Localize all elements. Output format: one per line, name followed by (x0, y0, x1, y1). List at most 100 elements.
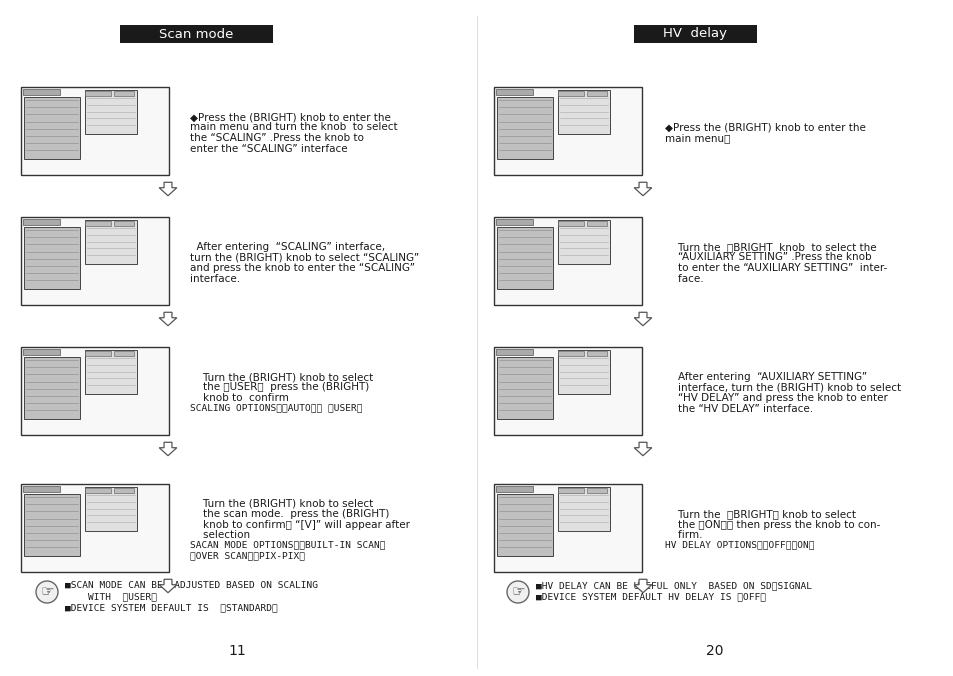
Bar (85, 220, 137, 264)
Bar (586, 91, 607, 96)
Bar (85, 91, 111, 96)
Text: 20: 20 (705, 644, 723, 658)
Bar (113, 221, 134, 226)
Text: main menu。: main menu。 (664, 133, 730, 143)
Polygon shape (634, 442, 651, 456)
Bar (558, 90, 609, 134)
Text: “HV DELAY” and press the knob to enter: “HV DELAY” and press the knob to enter (664, 393, 887, 403)
Bar (558, 350, 609, 394)
Text: Turn the (BRIGHT) knob to select: Turn the (BRIGHT) knob to select (190, 498, 373, 508)
Bar (113, 91, 134, 96)
Bar (85, 221, 111, 226)
Text: knob to  confirm: knob to confirm (190, 393, 289, 403)
Circle shape (36, 581, 58, 603)
Bar (586, 488, 607, 493)
Bar (558, 91, 583, 96)
Text: Turn the  （BRIGHT  knob  to select the: Turn the （BRIGHT knob to select the (664, 242, 876, 252)
Polygon shape (634, 312, 651, 326)
Bar (494, 347, 641, 435)
Bar (24, 357, 80, 418)
Bar (24, 227, 80, 289)
Bar (496, 89, 533, 95)
Text: SACAN MODE OPTIONS：【BUILT-IN SCAN】: SACAN MODE OPTIONS：【BUILT-IN SCAN】 (190, 541, 385, 550)
Text: After entering  “SCALING” interface,: After entering “SCALING” interface, (190, 242, 385, 252)
Polygon shape (634, 579, 651, 593)
Polygon shape (159, 312, 176, 326)
Text: SCALING OPTIONS：【AUTO】、 【USER】: SCALING OPTIONS：【AUTO】、 【USER】 (190, 404, 362, 412)
Bar (496, 486, 533, 492)
Bar (113, 488, 134, 493)
Text: ■SCAN MODE CAN BE  ADJUSTED BASED ON SCALING: ■SCAN MODE CAN BE ADJUSTED BASED ON SCAL… (65, 581, 317, 590)
Circle shape (506, 581, 529, 603)
Text: ■DEVICE SYSTEM DEFAULT HV DELAY IS 【OFF】: ■DEVICE SYSTEM DEFAULT HV DELAY IS 【OFF】 (536, 592, 765, 601)
Bar (85, 350, 137, 394)
Text: 【OVER SCAN】【PIX-PIX】: 【OVER SCAN】【PIX-PIX】 (190, 551, 305, 560)
Text: HV DELAY OPTIONS：【OFF】【ON】: HV DELAY OPTIONS：【OFF】【ON】 (664, 541, 814, 550)
Text: “AUXILIARY SETTING” .Press the knob: “AUXILIARY SETTING” .Press the knob (664, 253, 871, 262)
Bar (586, 351, 607, 356)
Bar (113, 351, 134, 356)
Bar (23, 89, 60, 95)
Bar (494, 484, 641, 572)
Bar (24, 97, 80, 159)
Bar (85, 487, 137, 531)
Bar (497, 494, 553, 556)
Polygon shape (159, 579, 176, 593)
Text: the 【ON】， then press the knob to con-: the 【ON】， then press the knob to con- (664, 519, 880, 529)
Bar (21, 87, 169, 175)
Text: the 【USER】  press the (BRIGHT): the 【USER】 press the (BRIGHT) (190, 383, 369, 393)
Text: main menu and turn the knob  to select: main menu and turn the knob to select (190, 122, 397, 132)
Bar (23, 219, 60, 225)
Bar (634, 25, 757, 43)
Bar (497, 357, 553, 418)
Text: ◆Press the (BRIGHT) knob to enter the: ◆Press the (BRIGHT) knob to enter the (664, 122, 865, 132)
Text: ◆Press the (BRIGHT) knob to enter the: ◆Press the (BRIGHT) knob to enter the (190, 112, 391, 122)
Bar (496, 349, 533, 355)
Text: face.: face. (664, 274, 703, 283)
Text: ■DEVICE SYSTEM DEFAULT IS  【STANDARD】: ■DEVICE SYSTEM DEFAULT IS 【STANDARD】 (65, 603, 277, 612)
Bar (494, 217, 641, 305)
Polygon shape (159, 442, 176, 456)
Text: the “SCALING” .Press the knob to: the “SCALING” .Press the knob to (190, 133, 363, 143)
Text: Turn the  （BRIGHT） knob to select: Turn the （BRIGHT） knob to select (664, 509, 855, 519)
Text: enter the “SCALING” interface: enter the “SCALING” interface (190, 143, 347, 153)
Bar (558, 221, 583, 226)
Bar (558, 220, 609, 264)
Text: knob to confirm， “[V]” will appear after: knob to confirm， “[V]” will appear after (190, 519, 410, 529)
Bar (558, 488, 583, 493)
Bar (23, 486, 60, 492)
Bar (558, 487, 609, 531)
Bar (24, 494, 80, 556)
Bar (497, 97, 553, 159)
Bar (558, 351, 583, 356)
Text: After entering  “AUXILIARY SETTING”: After entering “AUXILIARY SETTING” (664, 372, 866, 382)
Text: to enter the “AUXILIARY SETTING”  inter-: to enter the “AUXILIARY SETTING” inter- (664, 263, 886, 273)
Polygon shape (634, 183, 651, 196)
Bar (21, 484, 169, 572)
Text: interface.: interface. (190, 274, 240, 283)
Text: selection: selection (190, 530, 250, 540)
Bar (23, 349, 60, 355)
Text: 11: 11 (228, 644, 246, 658)
Bar (586, 221, 607, 226)
Bar (120, 25, 273, 43)
Text: ☞: ☞ (40, 585, 53, 600)
Bar (497, 227, 553, 289)
Bar (21, 217, 169, 305)
Bar (85, 90, 137, 134)
Text: WITH  【USER】: WITH 【USER】 (65, 592, 157, 601)
Bar (496, 219, 533, 225)
Text: turn the (BRIGHT) knob to select “SCALING”: turn the (BRIGHT) knob to select “SCALIN… (190, 253, 418, 262)
Bar (494, 87, 641, 175)
Text: firm.: firm. (664, 530, 701, 540)
Bar (85, 351, 111, 356)
Text: ■HV DELAY CAN BE USEFUL ONLY  BASED ON SD）SIGNAL: ■HV DELAY CAN BE USEFUL ONLY BASED ON SD… (536, 581, 811, 590)
Text: the “HV DELAY” interface.: the “HV DELAY” interface. (664, 404, 812, 414)
Bar (21, 347, 169, 435)
Text: HV  delay: HV delay (662, 28, 727, 41)
Text: interface, turn the (BRIGHT) knob to select: interface, turn the (BRIGHT) knob to sel… (664, 383, 901, 393)
Polygon shape (159, 183, 176, 196)
Text: ☞: ☞ (511, 585, 524, 600)
Bar (85, 488, 111, 493)
Text: the scan mode.  press the (BRIGHT): the scan mode. press the (BRIGHT) (190, 509, 389, 519)
